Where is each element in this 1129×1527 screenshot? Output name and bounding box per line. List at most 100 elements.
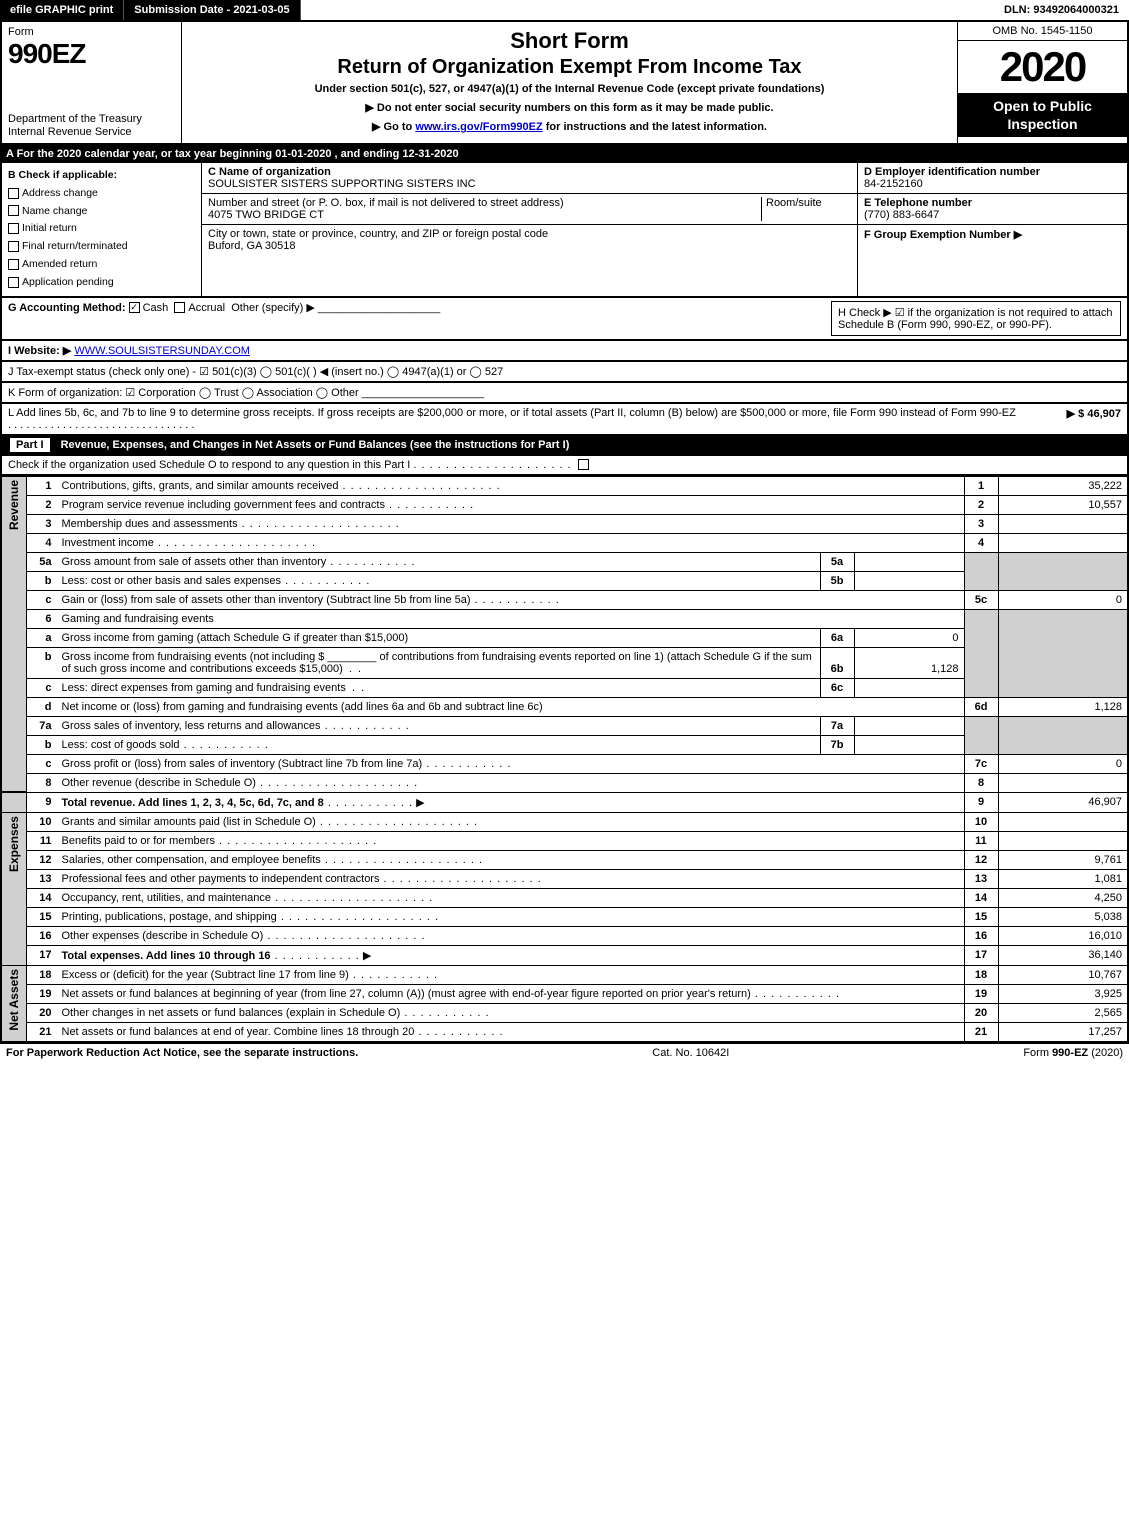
ln9-desc: Total revenue. Add lines 1, 2, 3, 4, 5c,… [57, 792, 965, 812]
k-text: K Form of organization: ☑ Corporation ◯ … [8, 387, 359, 399]
part1-tag: Part I [10, 438, 50, 452]
title-return: Return of Organization Exempt From Incom… [192, 56, 947, 79]
chk-final-return[interactable]: Final return/terminated [8, 238, 195, 255]
omb-number: OMB No. 1545-1150 [958, 22, 1127, 41]
ln3-ln: 3 [964, 514, 998, 533]
ln10-num: 10 [27, 812, 57, 831]
ln20-desc: Other changes in net assets or fund bala… [57, 1003, 965, 1022]
part1-check-text: Check if the organization used Schedule … [8, 459, 410, 471]
ln5b-num: b [27, 571, 57, 590]
ln6b-desc: Gross income from fundraising events (no… [57, 647, 821, 678]
ln6-desc: Gaming and fundraising events [57, 609, 965, 628]
side-expenses: Expenses [1, 812, 27, 965]
section-def: D Employer identification number 84-2152… [857, 163, 1127, 296]
note-goto: ▶ Go to www.irs.gov/Form990EZ for instru… [192, 120, 947, 133]
header-center: Short Form Return of Organization Exempt… [182, 22, 957, 143]
footer-mid: Cat. No. 10642I [652, 1047, 729, 1059]
irs-link[interactable]: www.irs.gov/Form990EZ [415, 121, 542, 133]
ln6-grey [964, 609, 998, 697]
ln1-ln: 1 [964, 476, 998, 495]
ln1-desc: Contributions, gifts, grants, and simila… [57, 476, 965, 495]
part1-table: Revenue 1 Contributions, gifts, grants, … [0, 476, 1129, 1043]
part1-title: Revenue, Expenses, and Changes in Net As… [61, 439, 570, 451]
ln2-num: 2 [27, 495, 57, 514]
website-link[interactable]: WWW.SOULSISTERSUNDAY.COM [74, 345, 250, 357]
ln7-grey-amt [998, 716, 1128, 754]
ln5c-amt: 0 [998, 590, 1128, 609]
chk-address-change[interactable]: Address change [8, 185, 195, 202]
ln16-amt: 16,010 [998, 926, 1128, 945]
ln6d-ln: 6d [964, 697, 998, 716]
g-accrual: Accrual [188, 302, 225, 314]
ln10-desc: Grants and similar amounts paid (list in… [57, 812, 965, 831]
ln18-desc: Excess or (deficit) for the year (Subtra… [57, 965, 965, 984]
ln8-desc: Other revenue (describe in Schedule O) [57, 773, 965, 792]
ln21-num: 21 [27, 1022, 57, 1042]
chk-schedule-o[interactable] [578, 459, 589, 470]
part1-header: Part I Revenue, Expenses, and Changes in… [0, 436, 1129, 456]
ln6-num: 6 [27, 609, 57, 628]
dept-treasury: Department of the Treasury [8, 113, 142, 125]
ln4-num: 4 [27, 533, 57, 552]
ln19-num: 19 [27, 984, 57, 1003]
form-header: Form 990EZ Department of the Treasury In… [0, 22, 1129, 145]
ln2-amt: 10,557 [998, 495, 1128, 514]
ln7a-desc: Gross sales of inventory, less returns a… [57, 716, 821, 735]
i-label: I Website: ▶ [8, 345, 71, 357]
footer-left: For Paperwork Reduction Act Notice, see … [6, 1047, 358, 1059]
ln6d-desc: Net income or (loss) from gaming and fun… [57, 697, 965, 716]
efile-button[interactable]: efile GRAPHIC print [0, 0, 124, 20]
org-city-row: City or town, state or province, country… [202, 225, 857, 255]
ln12-amt: 9,761 [998, 850, 1128, 869]
ln15-amt: 5,038 [998, 907, 1128, 926]
ln8-ln: 8 [964, 773, 998, 792]
ln14-num: 14 [27, 888, 57, 907]
ln10-amt [998, 812, 1128, 831]
ln11-amt [998, 831, 1128, 850]
ln6c-num: c [27, 678, 57, 697]
line-h: H Check ▶ ☑ if the organization is not r… [831, 301, 1121, 336]
g-cash: Cash [143, 302, 169, 314]
side-net-assets: Net Assets [1, 965, 27, 1042]
ln20-amt: 2,565 [998, 1003, 1128, 1022]
footer-right: Form 990-EZ (2020) [1023, 1047, 1123, 1059]
chk-cash[interactable]: ✓ [129, 302, 140, 313]
addr-value: 4075 TWO BRIDGE CT [208, 209, 324, 221]
city-value: Buford, GA 30518 [208, 240, 295, 252]
ln5b-desc: Less: cost or other basis and sales expe… [57, 571, 821, 590]
open-inspection: Open to Public Inspection [958, 93, 1127, 137]
ln6c-desc: Less: direct expenses from gaming and fu… [57, 678, 821, 697]
ln15-num: 15 [27, 907, 57, 926]
ln14-desc: Occupancy, rent, utilities, and maintena… [57, 888, 965, 907]
ln15-desc: Printing, publications, postage, and shi… [57, 907, 965, 926]
ln6c-iamt [854, 678, 964, 697]
line-i: I Website: ▶ WWW.SOULSISTERSUNDAY.COM [0, 341, 1129, 362]
ln8-num: 8 [27, 773, 57, 792]
group-exemption-cell: F Group Exemption Number ▶ [858, 225, 1127, 296]
ln5c-ln: 5c [964, 590, 998, 609]
department-label: Department of the Treasury Internal Reve… [8, 113, 175, 139]
ln4-desc: Investment income [57, 533, 965, 552]
ln5a-iln: 5a [820, 552, 854, 571]
chk-name-change[interactable]: Name change [8, 203, 195, 220]
ln11-ln: 11 [964, 831, 998, 850]
chk-amended-return[interactable]: Amended return [8, 256, 195, 273]
submission-date-button[interactable]: Submission Date - 2021-03-05 [124, 0, 300, 20]
chk-initial-return[interactable]: Initial return [8, 220, 195, 237]
g-label: G Accounting Method: [8, 302, 126, 314]
form-number: 990EZ [8, 38, 175, 70]
ln7-grey [964, 716, 998, 754]
ln6-grey-amt [998, 609, 1128, 697]
ln13-desc: Professional fees and other payments to … [57, 869, 965, 888]
section-c: C Name of organization SOULSISTER SISTER… [202, 163, 857, 296]
ln12-num: 12 [27, 850, 57, 869]
org-name-label: C Name of organization [208, 166, 331, 178]
title-short-form: Short Form [192, 28, 947, 54]
chk-application-pending[interactable]: Application pending [8, 274, 195, 291]
ln9-amt: 46,907 [998, 792, 1128, 812]
ln19-desc: Net assets or fund balances at beginning… [57, 984, 965, 1003]
l-text: L Add lines 5b, 6c, and 7b to line 9 to … [8, 407, 1021, 431]
side-revenue: Revenue [1, 476, 27, 792]
chk-accrual[interactable] [174, 302, 185, 313]
ln7a-iamt [854, 716, 964, 735]
